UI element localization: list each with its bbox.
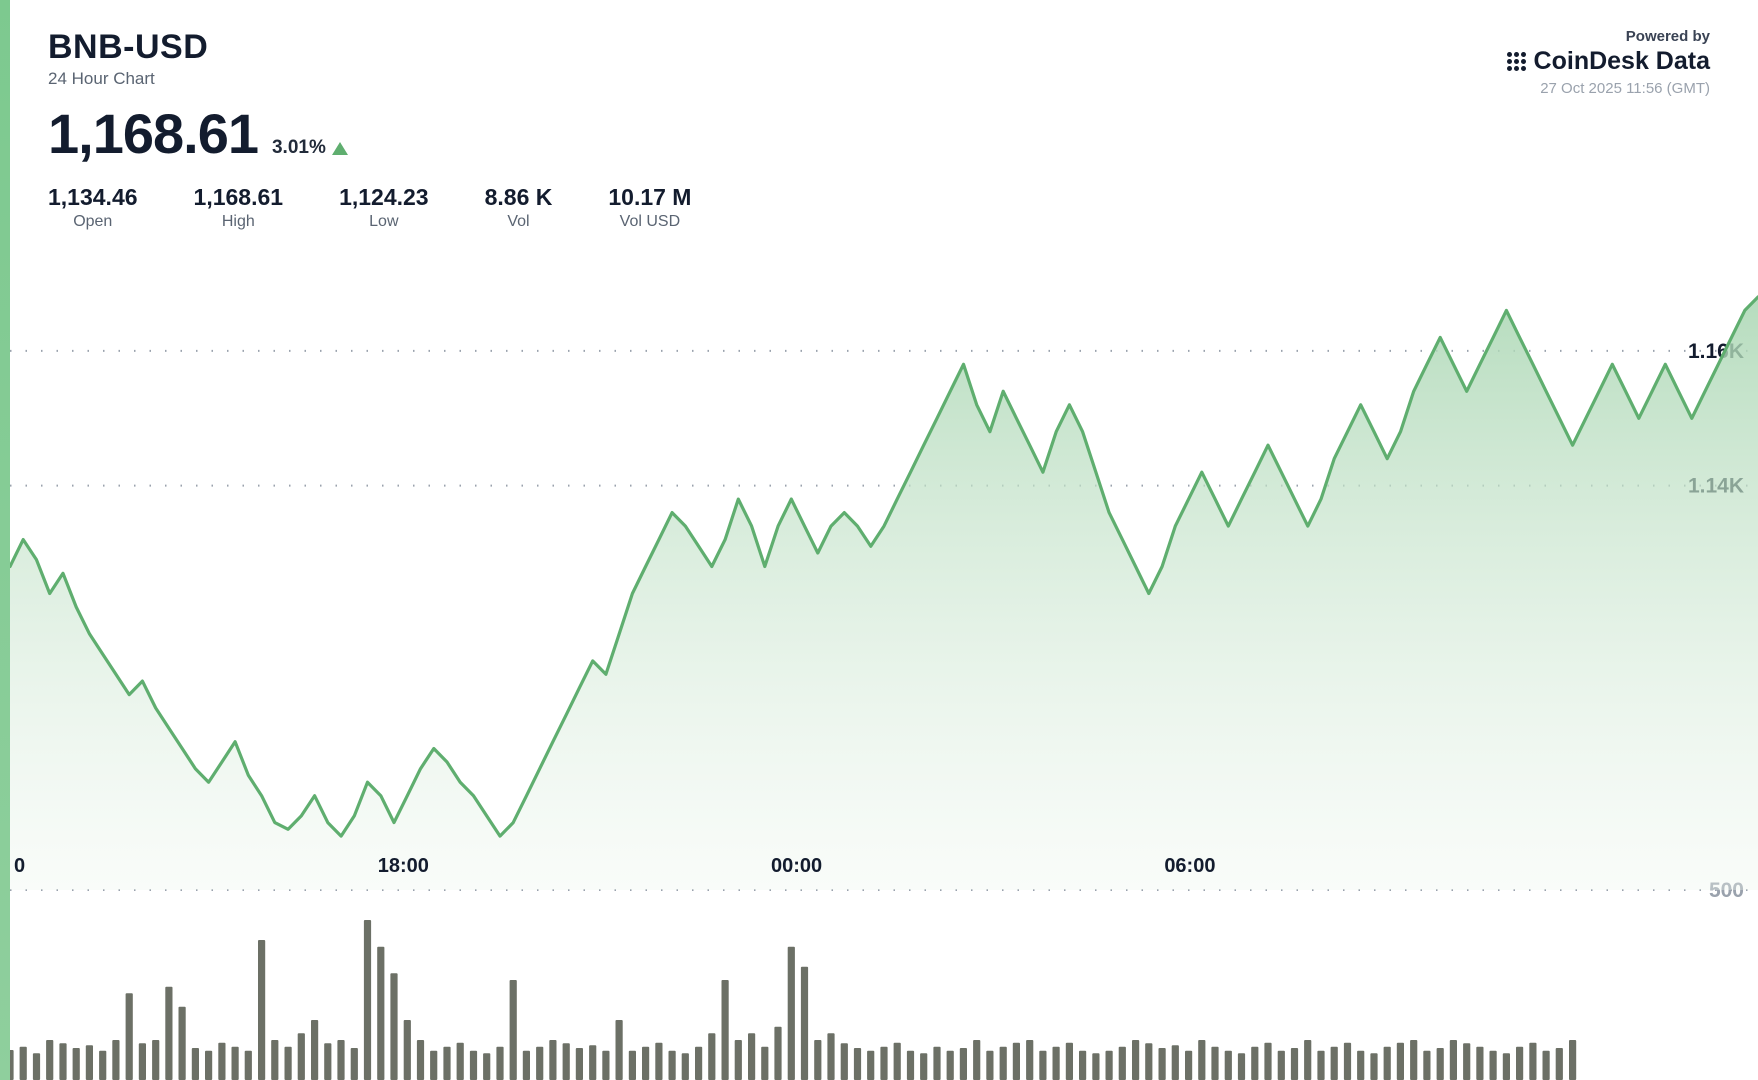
coindesk-logo-row: CoinDesk Data [1507, 47, 1710, 76]
svg-text:06:00: 06:00 [1164, 855, 1215, 877]
svg-text:18:00: 18:00 [378, 855, 429, 877]
price-change-percent: 3.01% [272, 137, 326, 159]
stat-low: 1,124.23 Low [339, 184, 429, 231]
price-change-badge: 3.01% [272, 137, 348, 159]
title-block: BNB-USD 24 Hour Chart 1,168.61 3.01% 1,1… [48, 28, 691, 231]
price-value: 1,168.61 [48, 101, 258, 166]
accent-sidebar-strip [0, 0, 10, 1080]
chart-timestamp: 27 Oct 2025 11:56 (GMT) [1507, 80, 1710, 97]
stat-open: 1,134.46 Open [48, 184, 138, 231]
symbol-title: BNB-USD [48, 28, 691, 67]
price-change-up-icon [332, 142, 348, 155]
coindesk-logo-icon [1507, 52, 1526, 71]
stat-vol: 8.86 K Vol [485, 184, 553, 231]
header-section: BNB-USD 24 Hour Chart 1,168.61 3.01% 1,1… [48, 28, 1710, 231]
chart-subtitle: 24 Hour Chart [48, 69, 691, 89]
powered-by-label: Powered by [1507, 28, 1710, 45]
stat-high: 1,168.61 High [194, 184, 284, 231]
stats-row: 1,134.46 Open 1,168.61 High 1,124.23 Low… [48, 184, 691, 231]
svg-text:00:00: 00:00 [771, 855, 822, 877]
provider-name: CoinDesk Data [1534, 47, 1710, 76]
branding-block: Powered by CoinDesk Data 27 Oct 2025 11:… [1507, 28, 1710, 97]
svg-text:0: 0 [14, 855, 25, 877]
price-row: 1,168.61 3.01% [48, 101, 691, 166]
stat-vol-usd: 10.17 M Vol USD [608, 184, 691, 231]
